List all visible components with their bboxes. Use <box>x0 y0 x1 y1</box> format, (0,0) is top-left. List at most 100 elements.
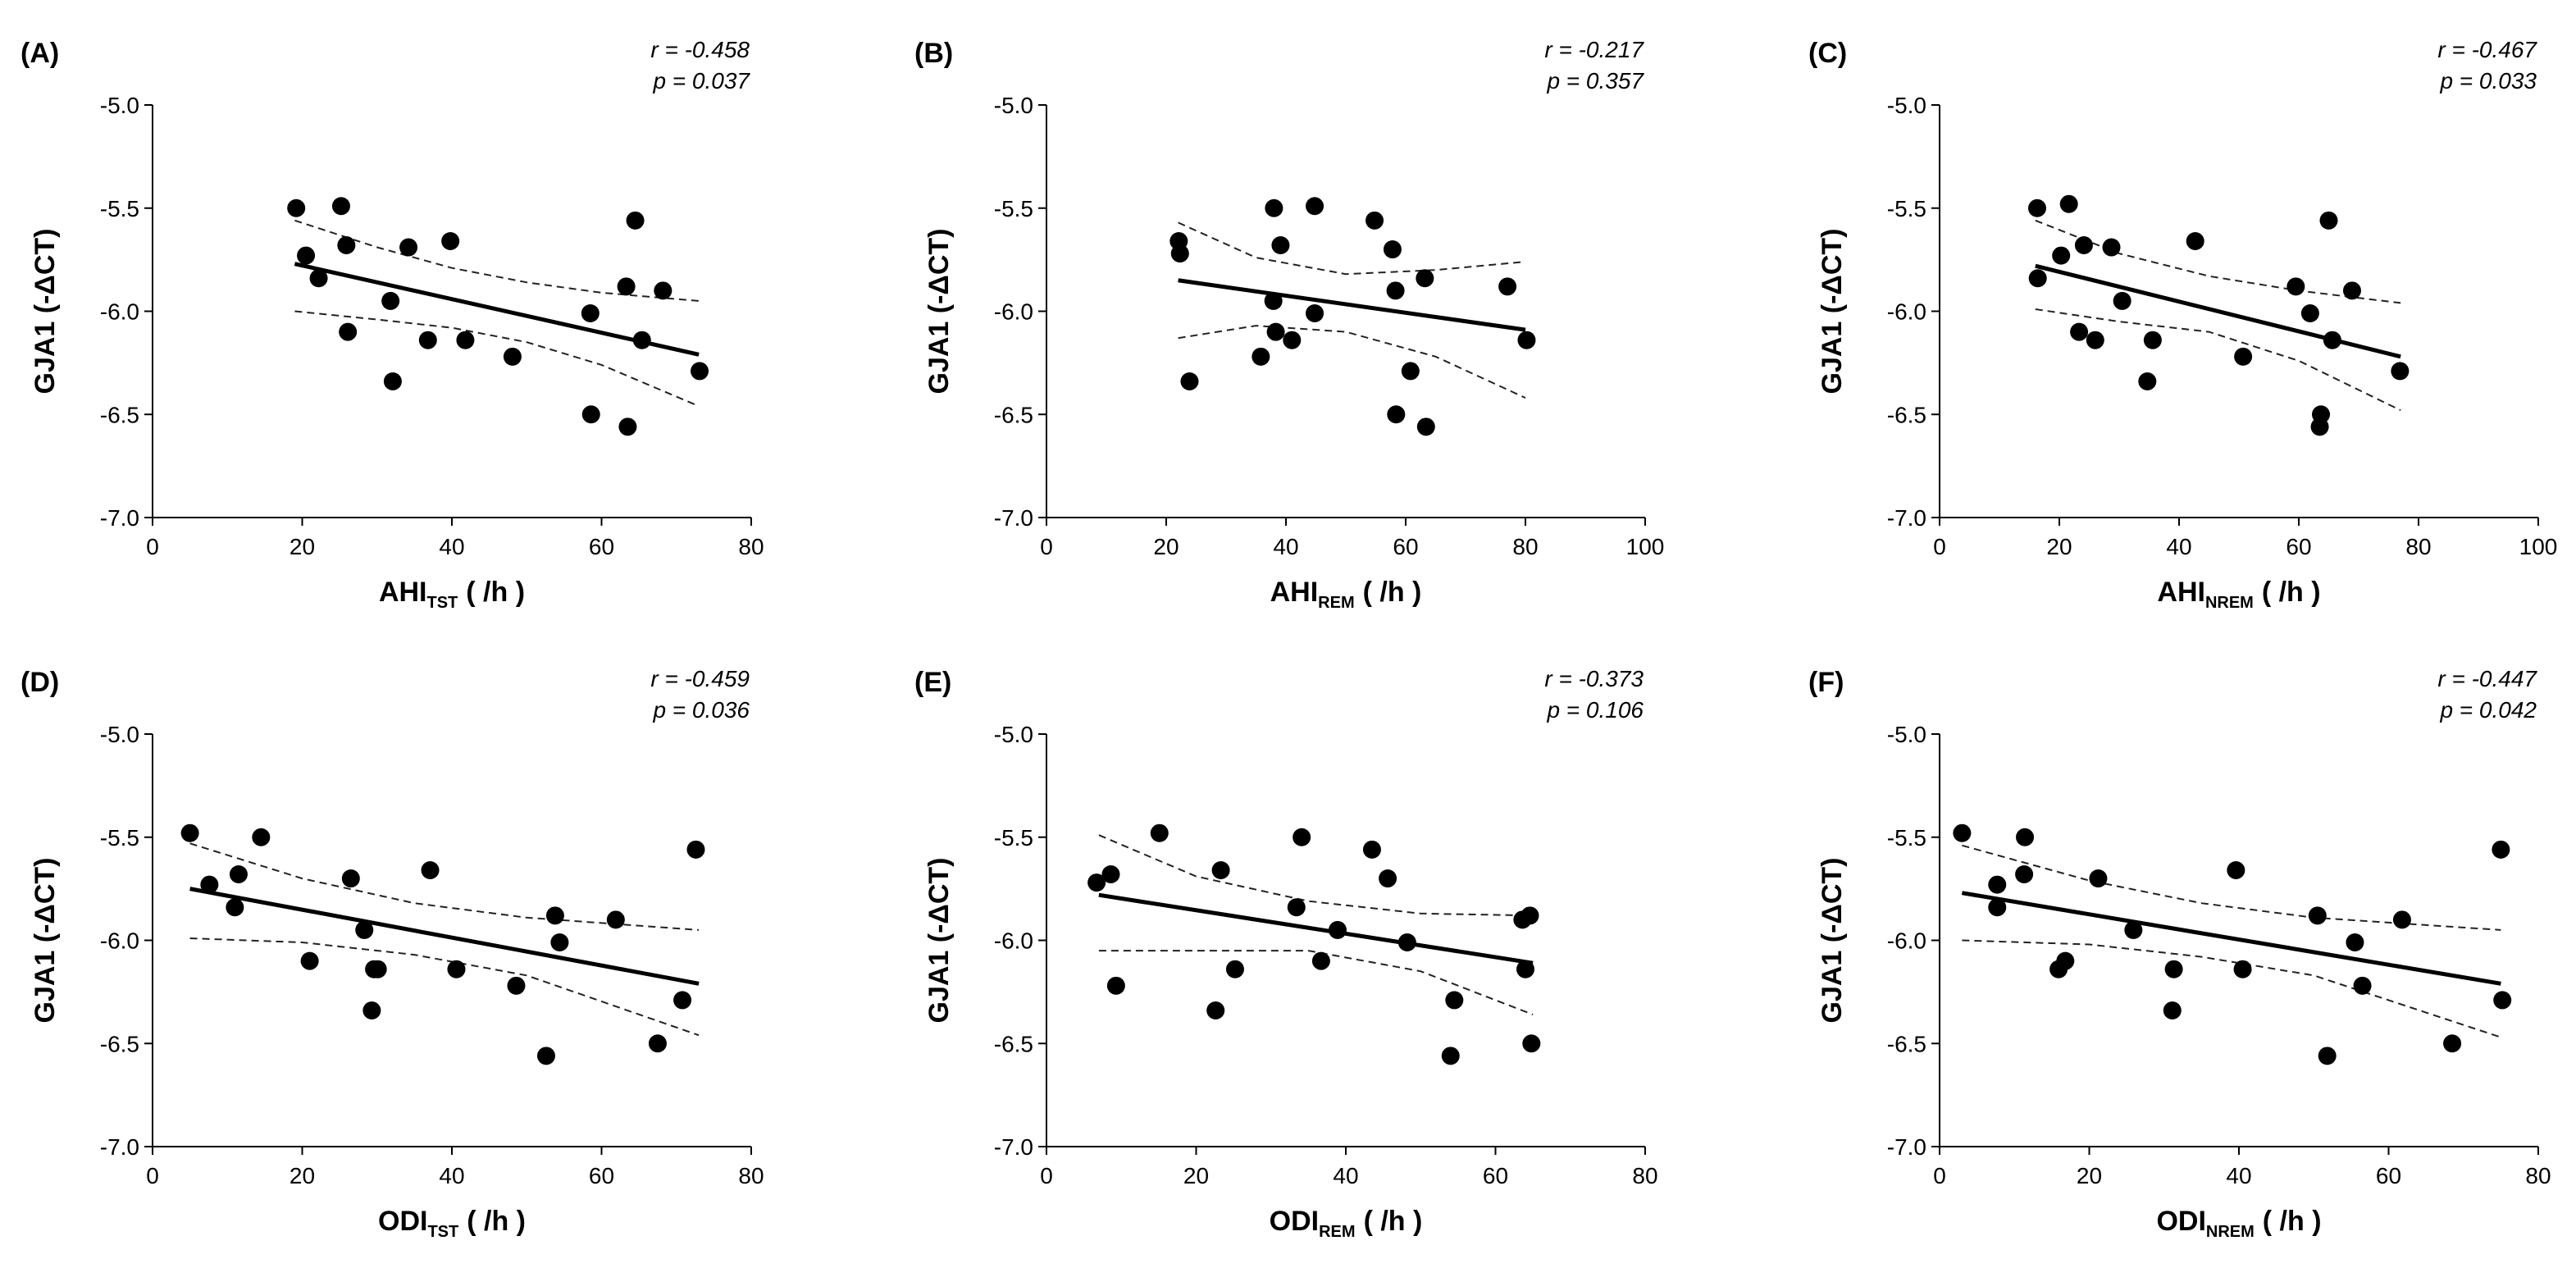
y-axis-title: GJA1 (-ΔCT) <box>923 229 955 395</box>
data-point <box>1106 976 1125 995</box>
x-tick-label: 0 <box>1040 1163 1053 1188</box>
data-point <box>1366 211 1384 230</box>
x-axis-title: AHIREM ( /h ) <box>1270 577 1422 612</box>
y-tick-label: -5.5 <box>100 196 139 221</box>
y-tick-label: -6.5 <box>1887 1031 1926 1056</box>
y-tick-label: -6.0 <box>994 299 1033 325</box>
data-point <box>368 960 387 978</box>
x-axis-title-main: ODI <box>1270 1206 1319 1237</box>
data-point <box>252 828 271 846</box>
data-point <box>1180 372 1199 391</box>
data-point <box>1516 960 1534 978</box>
x-tick-label: 40 <box>1273 534 1298 559</box>
data-point <box>297 246 316 265</box>
x-tick-label: 60 <box>1393 534 1418 559</box>
y-axis-title: GJA1 (-ΔCT) <box>923 858 955 1024</box>
panel-label: (B) <box>914 38 953 69</box>
data-point <box>2443 1034 2462 1053</box>
y-tick-label: -7.0 <box>994 1134 1033 1160</box>
data-point <box>2143 331 2162 349</box>
y-tick-label: -6.0 <box>100 299 139 325</box>
x-tick-label: 20 <box>1183 1163 1209 1188</box>
data-point <box>2227 860 2245 879</box>
data-point <box>1206 1001 1225 1020</box>
y-tick-label: -5.0 <box>1887 722 1926 747</box>
data-point <box>2089 869 2108 888</box>
y-tick-label: -6.0 <box>994 928 1033 954</box>
y-tick-label: -7.0 <box>1887 505 1926 531</box>
x-axis-title-main: AHI <box>1270 577 1319 608</box>
x-axis-title-unit: ( /h ) <box>1363 577 1422 608</box>
y-tick-label: -5.5 <box>1887 196 1926 221</box>
data-point <box>2342 281 2361 300</box>
data-point <box>1264 291 1283 310</box>
data-point <box>2015 865 2034 884</box>
panel-e: (E) -7.0 -6.5 -6.0 -5.5 -5.0 0 20 40 60 80 GJA1 (-Δ… <box>914 666 1658 1241</box>
data-point <box>226 898 244 917</box>
r-value: r = -0.459 <box>650 666 750 691</box>
x-tick-label: 40 <box>2166 534 2191 559</box>
data-point <box>2319 211 2338 230</box>
x-axis-title-subscript: REM <box>1319 1223 1355 1241</box>
data-point <box>1386 281 1405 300</box>
data-point <box>1416 417 1435 436</box>
data-point <box>421 860 440 879</box>
p-value: p = 0.106 <box>1546 697 1644 723</box>
panel-d: (D) -7.0 -6.5 -6.0 -5.5 -5.0 0 20 40 60 80 GJA1 (-Δ… <box>21 666 764 1241</box>
data-point <box>617 277 636 296</box>
data-point <box>1271 236 1290 255</box>
x-tick-label: 20 <box>2077 1163 2102 1188</box>
data-point <box>2300 304 2319 323</box>
ci-lower-line <box>2035 308 2401 412</box>
data-point <box>1387 405 1406 424</box>
regression-line <box>1961 891 2501 986</box>
x-tick-label: 20 <box>290 534 315 559</box>
x-tick-label: 20 <box>2046 534 2072 559</box>
data-point <box>447 960 466 978</box>
x-tick-label: 100 <box>2519 534 2558 559</box>
data-point <box>1441 1047 1460 1065</box>
data-point <box>632 331 651 349</box>
data-point <box>441 231 460 250</box>
x-tick-label: 60 <box>589 534 614 559</box>
data-point <box>2086 331 2104 349</box>
x-tick-label: 80 <box>738 1163 764 1188</box>
data-point <box>287 198 306 217</box>
x-tick-label: 0 <box>146 534 159 559</box>
data-point <box>341 869 360 888</box>
ci-upper-line <box>1098 834 1534 917</box>
data-point <box>1328 920 1347 939</box>
data-point <box>2308 906 2327 925</box>
x-axis-title-subscript: NREM <box>2205 594 2254 612</box>
data-point <box>337 236 356 255</box>
x-tick-label: 40 <box>439 1163 464 1188</box>
data-point <box>2070 322 2089 341</box>
panel-label: (C) <box>1808 38 1847 69</box>
data-point <box>355 920 374 939</box>
x-axis-title: ODIREM ( /h ) <box>1270 1206 1423 1241</box>
data-point <box>2016 828 2035 846</box>
x-axis-title-main: AHI <box>2157 577 2205 608</box>
data-point <box>2059 194 2078 213</box>
data-point <box>2138 372 2157 391</box>
data-point <box>1416 269 1434 288</box>
y-tick-label: -6.5 <box>994 1031 1033 1056</box>
x-tick-label: 80 <box>1632 1163 1657 1188</box>
x-tick-label: 0 <box>1040 534 1053 559</box>
data-point <box>200 875 219 894</box>
regression-line <box>1178 278 1526 332</box>
x-tick-label: 20 <box>1153 534 1179 559</box>
data-point <box>1150 823 1169 842</box>
r-value: r = -0.373 <box>1544 666 1644 691</box>
data-point <box>2052 246 2071 265</box>
r-value: r = -0.447 <box>2437 666 2537 691</box>
data-point <box>339 322 358 341</box>
ci-upper-line <box>189 842 700 931</box>
y-axis-title: GJA1 (-ΔCT) <box>1817 229 1848 395</box>
data-point <box>229 865 248 884</box>
data-point <box>2028 269 2047 288</box>
data-point <box>2492 840 2510 859</box>
x-axis-title-unit: ( /h ) <box>466 577 525 608</box>
x-axis-title-unit: ( /h ) <box>2262 577 2321 608</box>
data-point <box>545 906 564 925</box>
